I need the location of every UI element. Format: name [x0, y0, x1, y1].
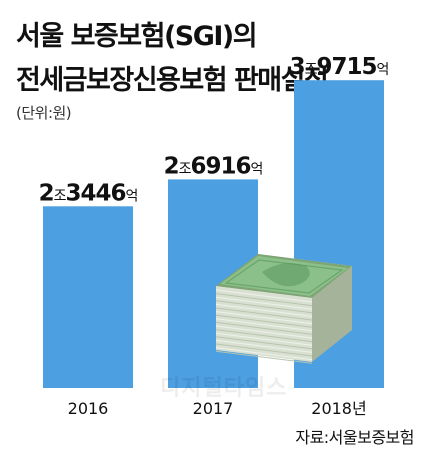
x-tick-2018년: 2018년 — [311, 399, 366, 418]
unit-label: (단위:원) — [16, 104, 72, 122]
data-label-2017: 2조6916억 — [164, 153, 263, 179]
money-stack-icon — [215, 254, 352, 364]
x-tick-2016: 2016 — [68, 399, 109, 418]
x-axis: 2016 2017 2018년 — [68, 399, 367, 418]
data-label-2018년: 3조9715억 — [290, 54, 389, 80]
data-label-2016: 2조3446억 — [39, 180, 138, 206]
x-tick-2017: 2017 — [193, 399, 234, 418]
chart-title-line2: 전세금보장신용보험 판매실적 — [16, 65, 329, 96]
watermark-text: 디지털타임스 — [160, 376, 288, 401]
bar-2016 — [43, 206, 133, 388]
source-note: 자료:서울보증보험 — [295, 428, 414, 447]
chart-title-line1: 서울 보증보험(SGI)의 — [16, 21, 258, 52]
